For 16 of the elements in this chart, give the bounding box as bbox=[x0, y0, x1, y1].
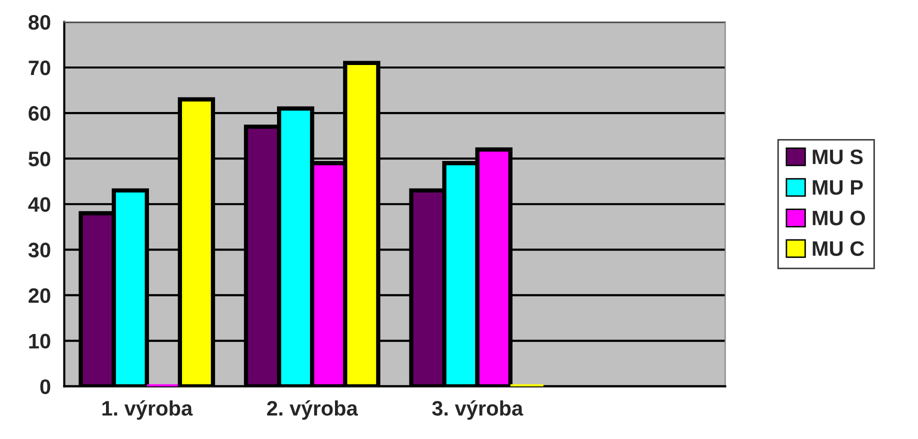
y-tick-label: 80 bbox=[28, 14, 50, 30]
legend-label: MU O bbox=[812, 210, 865, 226]
y-tick-label: 40 bbox=[28, 197, 50, 212]
y-tick-label: 50 bbox=[28, 152, 50, 166]
legend-label: MU C bbox=[812, 241, 864, 256]
y-tick-label: 0 bbox=[40, 379, 50, 394]
legend-label: MU P bbox=[812, 180, 863, 195]
y-tick-label: 20 bbox=[28, 288, 50, 303]
y-tick-label: 60 bbox=[28, 106, 50, 121]
legend-label: MU S bbox=[812, 149, 863, 164]
x-tick-label: 1. výroba bbox=[102, 400, 193, 420]
y-tick-label: 30 bbox=[28, 242, 50, 258]
y-tick-label: 70 bbox=[28, 60, 50, 76]
x-tick-label: 2. výroba bbox=[267, 400, 358, 420]
y-tick-label: 10 bbox=[29, 334, 50, 349]
x-tick-label: 3. výroba bbox=[432, 400, 524, 420]
